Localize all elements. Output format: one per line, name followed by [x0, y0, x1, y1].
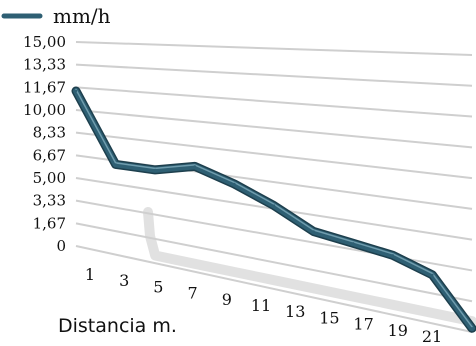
gridlines: [75, 41, 473, 333]
series-line-highlight: [75, 88, 473, 328]
y-tick-label: 15,00: [23, 33, 66, 51]
y-tick-label: 5,00: [33, 169, 66, 187]
x-tick-label: 9: [222, 290, 232, 309]
legend-label: mm/h: [53, 4, 111, 28]
x-tick-label: 3: [119, 271, 129, 290]
x-tick-label: 11: [251, 296, 271, 315]
x-tick-label: 19: [388, 321, 408, 340]
gridline: [75, 41, 473, 56]
y-tick-label: 13,33: [23, 56, 66, 74]
y-tick-label: 6,67: [33, 146, 66, 164]
x-tick-label: 17: [353, 315, 373, 334]
gridline: [75, 63, 473, 87]
data-point: [312, 230, 315, 233]
data-point: [431, 273, 434, 277]
y-tick-label: 8,33: [33, 124, 66, 142]
data-point: [74, 89, 78, 93]
x-axis-label: Distancia m.: [58, 315, 177, 337]
gridline: [75, 109, 473, 149]
x-tick-label: 1: [85, 265, 95, 284]
data-point: [470, 327, 474, 330]
x-tick-label: 15: [319, 308, 339, 327]
gridline: [75, 86, 473, 118]
y-axis-ticks: 15,00 13,33 11,67 10,00 8,33 6,67 5,00 3,33 1,67…: [23, 33, 66, 255]
y-tick-label: 11,67: [23, 78, 66, 96]
data-point: [272, 204, 276, 207]
series-line-edge: [71, 86, 476, 333]
data-point: [391, 254, 394, 257]
data-point: [154, 168, 157, 172]
gridline: [75, 222, 473, 303]
y-tick-label: 0: [56, 237, 66, 255]
data-point: [193, 165, 196, 168]
gridline: [75, 131, 473, 180]
series-shadow: [143, 207, 476, 327]
x-tick-label: 5: [153, 277, 163, 296]
line-shadow: [143, 207, 476, 327]
legend: mm/h: [1, 4, 111, 28]
data-point: [233, 182, 236, 186]
data-point: [352, 242, 355, 245]
series-line: [71, 86, 476, 333]
x-axis-ticks: 1 3 5 7 9 11 13 15 17 19 21: [85, 265, 442, 346]
data-point: [114, 163, 117, 166]
x-tick-label: 21: [422, 327, 442, 346]
y-tick-label: 10,00: [23, 101, 66, 119]
y-tick-label: 3,33: [33, 192, 66, 210]
gridline: [75, 245, 473, 333]
x-tick-label: 7: [188, 284, 198, 303]
x-tick-label: 13: [285, 302, 305, 321]
y-tick-label: 1,67: [33, 214, 66, 232]
